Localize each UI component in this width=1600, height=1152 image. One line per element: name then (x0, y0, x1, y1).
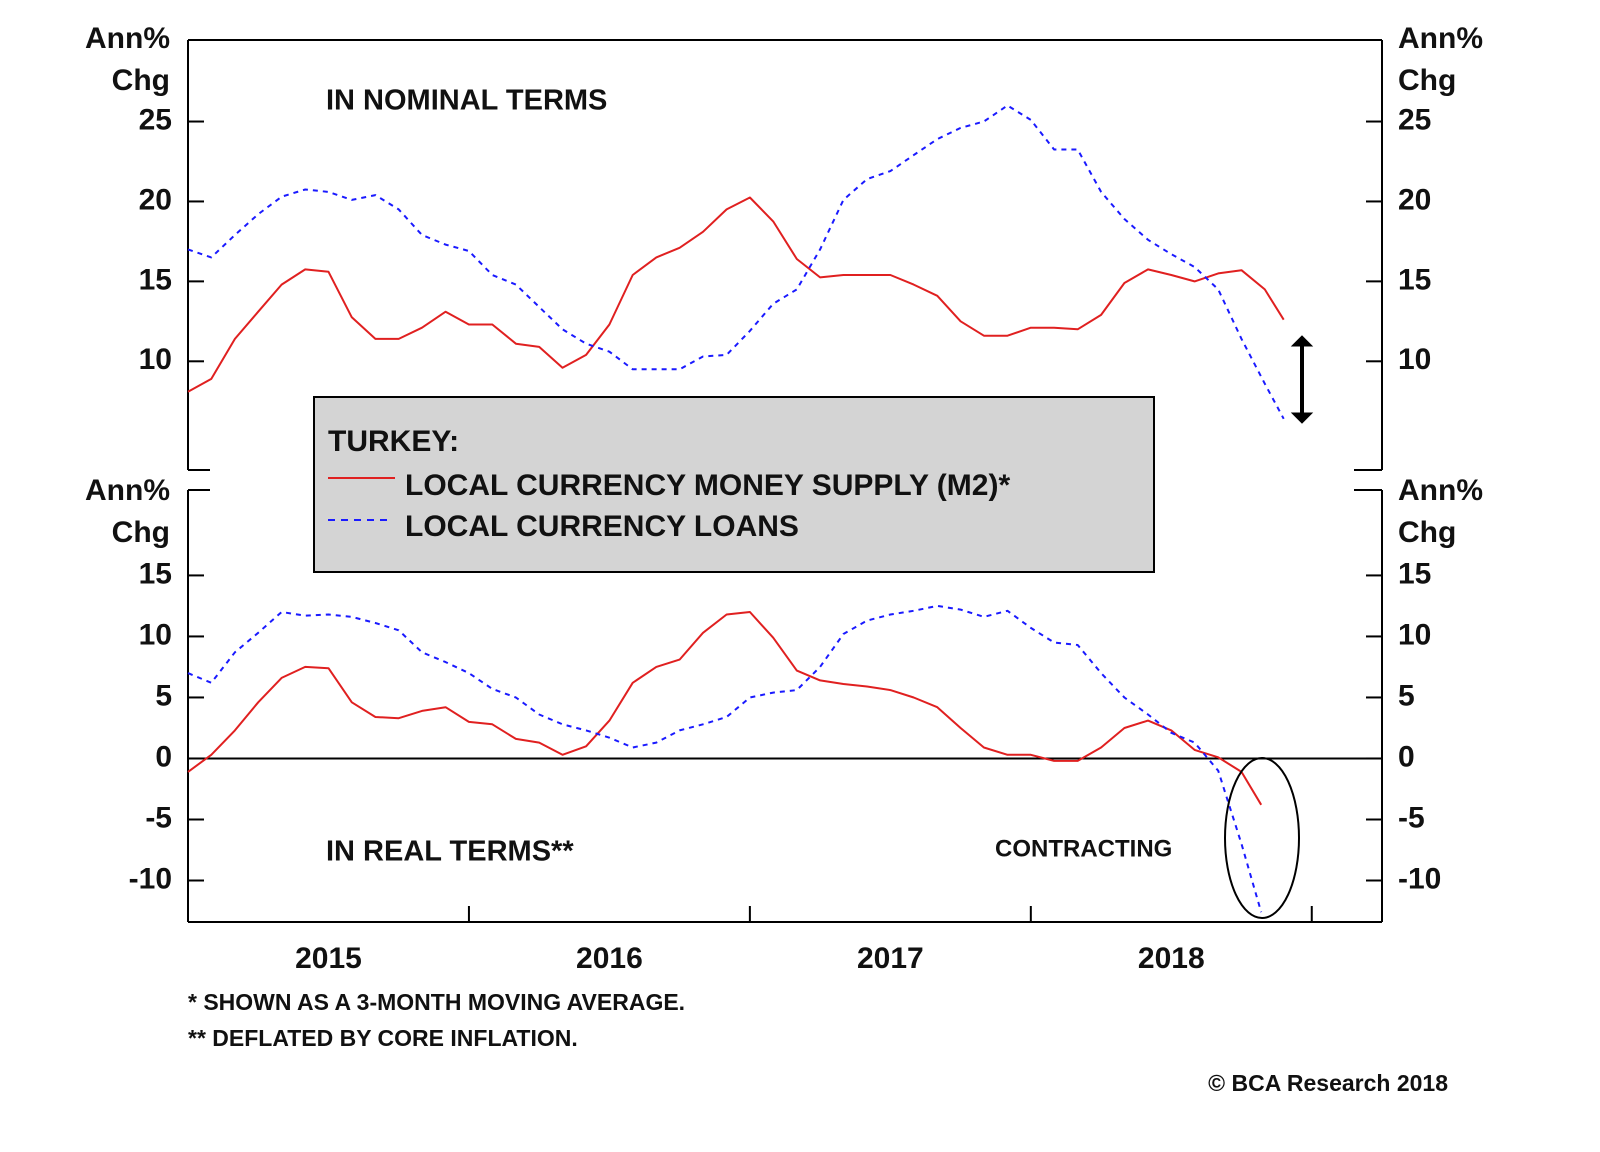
marks: Ann% Ann% Chg Chg 10 10 15 15 20 20 25 25 Ann% Ann% Ch… (85, 22, 1483, 975)
x-tick-label: 2017 (857, 942, 924, 975)
y-tick-label: 10 (139, 618, 172, 651)
y-axis-label: Chg (1398, 516, 1456, 549)
y-tick-label: 10 (1398, 343, 1431, 376)
y-tick-label: -5 (145, 801, 172, 834)
gap-arrow (1290, 335, 1314, 424)
y-tick-label: 25 (139, 103, 172, 136)
y-tick-label: 20 (139, 183, 172, 216)
y-axis-label: Chg (112, 516, 170, 549)
y-tick-label: 15 (1398, 557, 1431, 590)
panel-annotation: CONTRACTING (995, 835, 1172, 862)
y-axis-label: Ann% (85, 22, 170, 55)
source: © BCA Research 2018 (1208, 1070, 1448, 1096)
legend-label: LOCAL CURRENCY LOANS (405, 510, 799, 543)
footnote: * SHOWN AS A 3-MONTH MOVING AVERAGE. (188, 989, 685, 1015)
y-axis-label: Ann% (85, 474, 170, 507)
x-tick-label: 2016 (576, 942, 643, 975)
x-tick-label: 2018 (1138, 942, 1205, 975)
y-tick-label: 15 (139, 557, 172, 590)
series-line (187, 611, 1263, 806)
legend-label: LOCAL CURRENCY MONEY SUPPLY (M2)* (405, 469, 1010, 502)
y-axis-label: Chg (112, 64, 170, 97)
highlight-ellipse (1224, 757, 1300, 919)
series-line (187, 196, 1285, 393)
y-tick-label: 5 (155, 679, 172, 712)
y-tick-label: 0 (1398, 740, 1415, 773)
y-tick-label: 15 (1398, 263, 1431, 296)
series-line (187, 104, 1285, 420)
y-tick-label: 10 (1398, 618, 1431, 651)
y-tick-label: 10 (139, 343, 172, 376)
panel-annotation: IN NOMINAL TERMS (326, 85, 607, 117)
panel-annotation: IN REAL TERMS** (326, 836, 574, 868)
x-tick-label: 2015 (295, 942, 362, 975)
y-tick-label: 5 (1398, 679, 1415, 712)
y-tick-label: 20 (1398, 183, 1431, 216)
y-tick-label: 25 (1398, 103, 1431, 136)
y-tick-label: -10 (1398, 862, 1441, 895)
y-axis-label: Ann% (1398, 22, 1483, 55)
legend-title: TURKEY: (328, 425, 459, 458)
footnote: ** DEFLATED BY CORE INFLATION. (188, 1025, 578, 1051)
legend-box (313, 396, 1155, 573)
y-tick-label: 0 (155, 740, 172, 773)
series-line (187, 604, 1263, 913)
y-tick-label: -5 (1398, 801, 1425, 834)
y-tick-label: -10 (129, 862, 172, 895)
y-axis-label: Ann% (1398, 474, 1483, 507)
y-axis-label: Chg (1398, 64, 1456, 97)
y-tick-label: 15 (139, 263, 172, 296)
